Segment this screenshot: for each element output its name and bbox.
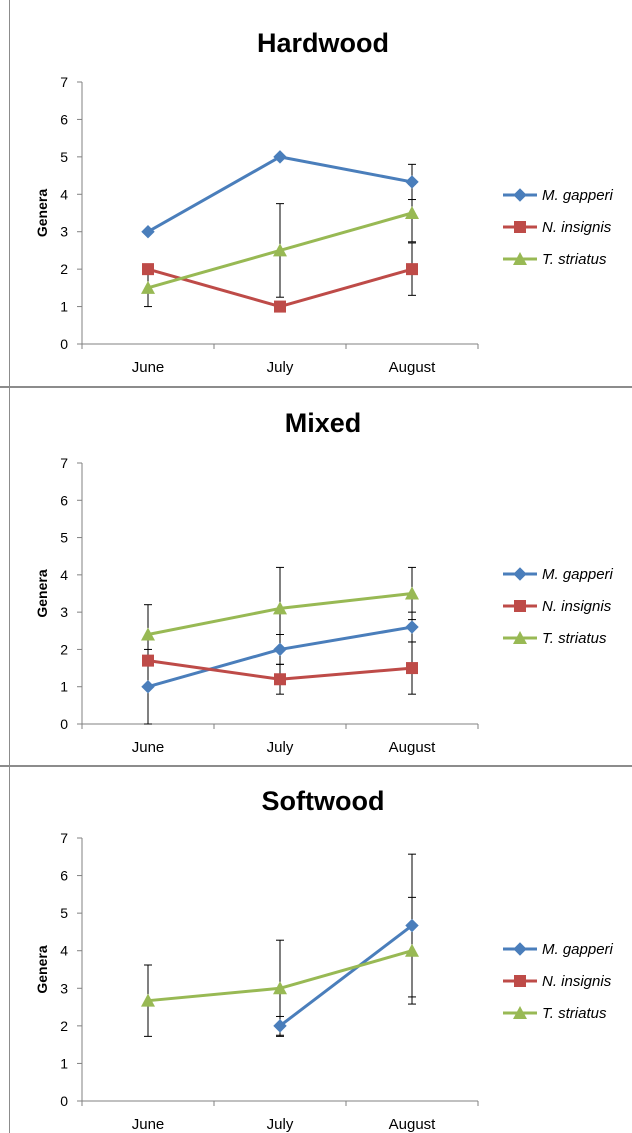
data-point-square xyxy=(406,263,418,276)
y-tick-label: 0 xyxy=(60,336,68,352)
y-tick-label: 2 xyxy=(60,1018,68,1034)
y-tick-label: 7 xyxy=(60,74,68,90)
data-point-square xyxy=(142,654,154,667)
legend-marker xyxy=(514,600,526,612)
y-tick-label: 4 xyxy=(60,186,68,202)
x-tick-label: July xyxy=(267,739,294,756)
data-point-square xyxy=(406,662,418,675)
legend-marker xyxy=(513,942,527,956)
y-tick-label: 7 xyxy=(60,455,68,471)
chart-title: Mixed xyxy=(285,408,362,438)
y-axis-label: Genera xyxy=(34,189,50,237)
y-tick-label: 1 xyxy=(60,299,68,315)
y-tick-label: 0 xyxy=(60,716,68,732)
chart-panel-softwood: Softwood 0 1 2 3 4 5 6 7 June July August Genera M. g… xyxy=(0,767,632,1133)
legend-label: N. insignis xyxy=(542,219,612,236)
series-n-insignis xyxy=(142,654,418,686)
y-tick-label: 2 xyxy=(60,641,68,657)
x-tick-label: August xyxy=(389,739,437,756)
chart-softwood: Softwood 0 1 2 3 4 5 6 7 June July August Genera M. g… xyxy=(34,786,614,1133)
y-axis-label: Genera xyxy=(34,569,50,617)
x-tick-label: July xyxy=(267,1116,294,1133)
x-tick-label: August xyxy=(389,1116,437,1133)
y-tick-label: 6 xyxy=(60,492,68,508)
legend-marker xyxy=(514,975,526,987)
data-point-diamond xyxy=(405,620,419,634)
legend-label: M. gapperi xyxy=(542,566,614,583)
y-tick-label: 6 xyxy=(60,868,68,884)
chart-hardwood: Hardwood 0 1 2 3 4 5 6 7 June July August Genera M. g… xyxy=(34,28,614,376)
data-point-triangle xyxy=(141,280,155,294)
frame-left-border xyxy=(9,0,10,1133)
legend-label: T. striatus xyxy=(542,630,607,647)
legend-marker xyxy=(513,631,527,644)
chart-panel-hardwood: Hardwood 0 1 2 3 4 5 6 7 June July August Genera M. g… xyxy=(0,0,632,386)
data-point-diamond xyxy=(141,680,155,694)
y-tick-label: 4 xyxy=(60,567,68,583)
legend-label: N. insignis xyxy=(542,598,612,615)
y-tick-label: 3 xyxy=(60,224,68,240)
chart-mixed: Mixed 0 1 2 3 4 5 6 7 June July August Genera M. gapp… xyxy=(34,408,614,756)
data-point-diamond xyxy=(405,918,419,933)
legend-marker xyxy=(514,221,526,233)
legend-label: M. gapperi xyxy=(542,187,614,204)
y-tick-label: 7 xyxy=(60,830,68,846)
chart-title: Hardwood xyxy=(257,28,389,58)
y-tick-label: 5 xyxy=(60,905,68,921)
data-point-triangle xyxy=(405,206,419,219)
series-line xyxy=(279,924,413,1028)
series-m-gapperi xyxy=(141,620,419,694)
y-tick-label: 5 xyxy=(60,530,68,546)
data-point-triangle xyxy=(405,943,419,957)
panel-divider xyxy=(0,386,632,388)
data-point-diamond xyxy=(273,150,287,164)
series-m-gapperi xyxy=(141,150,419,239)
y-tick-label: 1 xyxy=(60,1055,68,1071)
legend-label: T. striatus xyxy=(542,251,607,268)
series-t-striatus xyxy=(141,586,419,641)
legend-label: T. striatus xyxy=(542,1005,607,1022)
y-tick-label: 3 xyxy=(60,604,68,620)
y-axis-label: Genera xyxy=(34,945,50,993)
data-point-triangle xyxy=(273,981,287,995)
legend-marker xyxy=(513,188,527,202)
x-tick-label: June xyxy=(132,359,165,376)
series-t-striatus xyxy=(141,943,419,1007)
x-tick-label: June xyxy=(132,739,165,756)
data-point-square xyxy=(274,673,286,686)
y-tick-label: 5 xyxy=(60,149,68,165)
y-tick-label: 4 xyxy=(60,943,68,959)
x-tick-label: July xyxy=(267,359,294,376)
x-tick-label: August xyxy=(389,359,437,376)
legend-marker xyxy=(513,252,527,265)
data-point-diamond xyxy=(141,225,155,239)
y-tick-label: 2 xyxy=(60,261,68,277)
y-tick-label: 6 xyxy=(60,111,68,127)
data-point-diamond xyxy=(405,175,419,189)
legend-marker xyxy=(513,1006,527,1019)
data-point-triangle xyxy=(141,993,155,1007)
data-point-diamond xyxy=(273,1019,287,1033)
data-point-triangle xyxy=(273,243,287,257)
chart-title: Softwood xyxy=(262,786,385,816)
series-n-insignis xyxy=(142,263,418,313)
x-tick-label: June xyxy=(132,1116,165,1133)
data-point-triangle xyxy=(405,586,419,600)
legend-marker xyxy=(513,567,527,581)
legend-label: N. insignis xyxy=(542,973,612,990)
legend-label: M. gapperi xyxy=(542,941,614,958)
series-m-gapperi xyxy=(273,918,419,1033)
panel-divider xyxy=(0,765,632,767)
y-tick-label: 1 xyxy=(60,679,68,695)
data-point-triangle xyxy=(273,601,287,615)
y-tick-label: 0 xyxy=(60,1093,68,1109)
data-point-triangle xyxy=(141,627,155,641)
y-tick-label: 3 xyxy=(60,980,68,996)
chart-panel-mixed: Mixed 0 1 2 3 4 5 6 7 June July August Genera M. gapp… xyxy=(0,388,632,765)
data-point-diamond xyxy=(273,642,287,657)
data-point-square xyxy=(142,263,154,276)
data-point-square xyxy=(274,300,286,313)
series-t-striatus xyxy=(141,206,419,294)
